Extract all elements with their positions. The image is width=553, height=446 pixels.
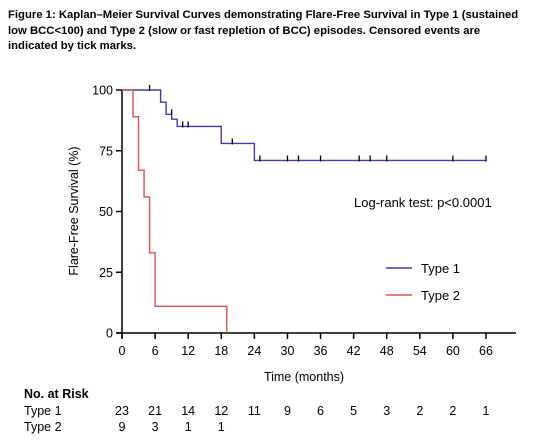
legend: Type 1 Type 2 [386,261,460,303]
x-tick-label: 24 [247,344,261,358]
y-tick-label: 75 [99,144,113,158]
x-tick-label: 66 [479,344,493,358]
x-axis-label: Time (months) [264,370,344,384]
x-tick-label: 18 [214,344,228,358]
x-tick-label: 42 [347,344,361,358]
y-tick-label: 50 [99,205,113,219]
survival-curves [122,85,487,333]
series-2-curve [122,89,228,333]
legend-label: Type 2 [421,288,460,303]
series-1-curve [122,89,486,162]
x-tick-label: 30 [281,344,295,358]
x-tick-label: 36 [314,344,328,358]
y-tick-label: 100 [92,84,113,98]
y-tick-label: 0 [106,327,113,341]
axes: 0 25 50 75 100 0 6 12 18 24 30 36 42 48 54 60 66 Time (mo… [67,84,516,384]
y-tick-label: 25 [99,266,113,280]
x-tick-label: 0 [119,344,126,358]
x-tick-label: 6 [152,344,159,358]
log-rank-annotation: Log-rank test: p<0.0001 [354,195,492,210]
x-tick-label: 48 [380,344,394,358]
x-tick-label: 12 [181,344,195,358]
x-tick-label: 60 [446,344,460,358]
legend-label: Type 1 [421,261,460,276]
figure-caption: Figure 1: Kaplan–Meier Survival Curves d… [8,9,519,52]
y-axis-label: Flare-Free Survival (%) [67,146,81,275]
x-tick-label: 54 [413,344,427,358]
